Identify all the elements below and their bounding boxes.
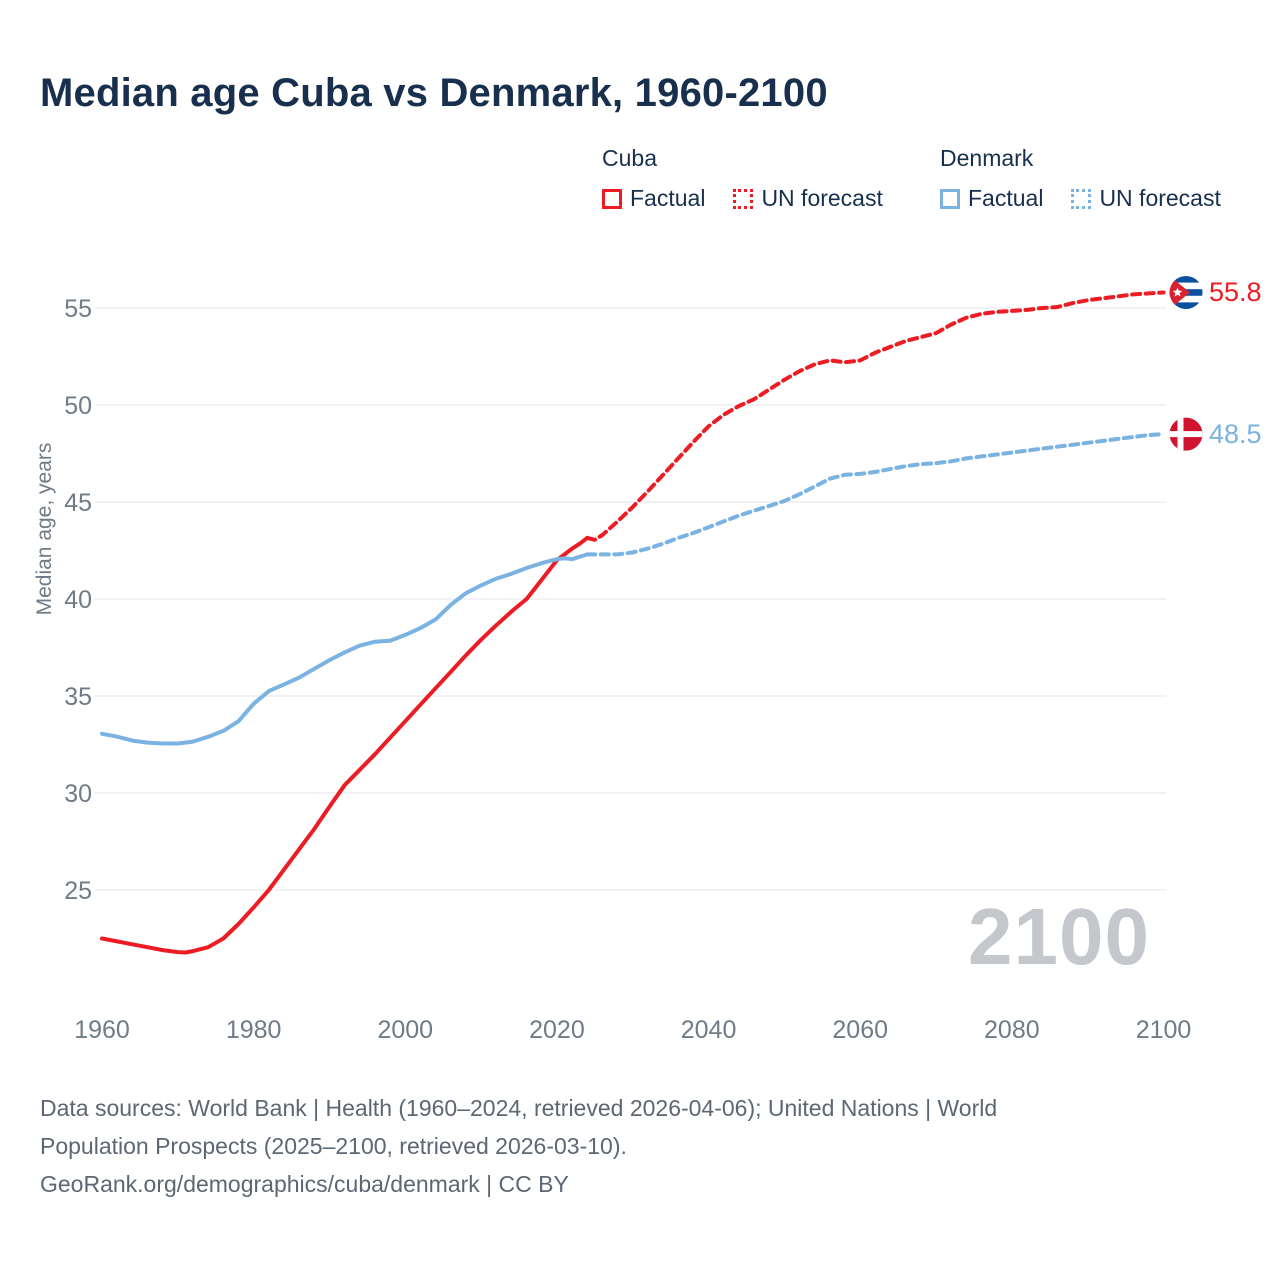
y-tick-label: 50 <box>64 392 92 420</box>
x-tick-label: 2040 <box>681 1016 737 1044</box>
legend-item-label: Factual <box>968 185 1044 211</box>
footer-data-sources-line1: Data sources: World Bank | Health (1960–… <box>40 1095 998 1121</box>
legend-group-cuba: Factual UN forecast <box>602 185 883 212</box>
x-tick-label: 2060 <box>832 1016 888 1044</box>
page-title: Median age Cuba vs Denmark, 1960-2100 <box>40 71 828 115</box>
legend-item-label: UN forecast <box>761 185 883 211</box>
y-tick-label: 40 <box>64 586 92 614</box>
footer-attribution: GeoRank.org/demographics/cuba/denmark | … <box>40 1171 569 1197</box>
cuba-flag-icon <box>1167 273 1205 311</box>
legend-item-label: Factual <box>630 185 706 211</box>
end-value-label-denmark: 48.5 <box>1209 419 1262 449</box>
dotted-line-swatch-icon <box>1071 188 1092 209</box>
solid-line-swatch-icon <box>602 188 622 209</box>
y-tick-label: 30 <box>64 780 92 808</box>
legend-group-label-cuba: Cuba <box>602 145 657 171</box>
y-tick-label: 55 <box>64 295 92 323</box>
y-tick-label: 35 <box>64 683 92 711</box>
legend-group-label-denmark: Denmark <box>940 145 1034 171</box>
denmark-flag-icon <box>1167 415 1205 453</box>
dotted-line-swatch-icon <box>733 188 754 209</box>
legend-item-label: UN forecast <box>1099 185 1221 211</box>
y-tick-label: 45 <box>64 489 92 517</box>
end-value-label-cuba: 55.8 <box>1209 277 1262 307</box>
footer: Data sources: World Bank | Health (1960–… <box>40 1089 997 1203</box>
x-tick-label: 2000 <box>377 1016 433 1044</box>
series-line-cuba-forecast <box>585 290 1166 542</box>
series-line-denmark-factual <box>100 552 590 746</box>
watermark-year: 2100 <box>968 892 1150 981</box>
legend-item-cuba-factual[interactable]: Factual <box>602 185 705 212</box>
legend-item-denmark-forecast[interactable]: UN forecast <box>1071 185 1221 212</box>
series-line-denmark-forecast <box>585 432 1166 557</box>
legend-item-denmark-factual[interactable]: Factual <box>940 185 1043 212</box>
series-line-cuba-factual <box>100 535 590 955</box>
solid-line-swatch-icon <box>940 188 960 209</box>
legend-item-cuba-forecast[interactable]: UN forecast <box>733 185 883 212</box>
x-tick-label: 1960 <box>74 1016 130 1044</box>
x-tick-label: 1980 <box>226 1016 282 1044</box>
x-tick-label: 2100 <box>1136 1016 1192 1044</box>
x-tick-label: 2080 <box>984 1016 1040 1044</box>
footer-data-sources-line2: Population Prospects (2025–2100, retriev… <box>40 1133 627 1159</box>
y-tick-label: 25 <box>64 877 92 905</box>
legend-group-denmark: Factual UN forecast <box>940 185 1221 212</box>
x-tick-label: 2020 <box>529 1016 585 1044</box>
